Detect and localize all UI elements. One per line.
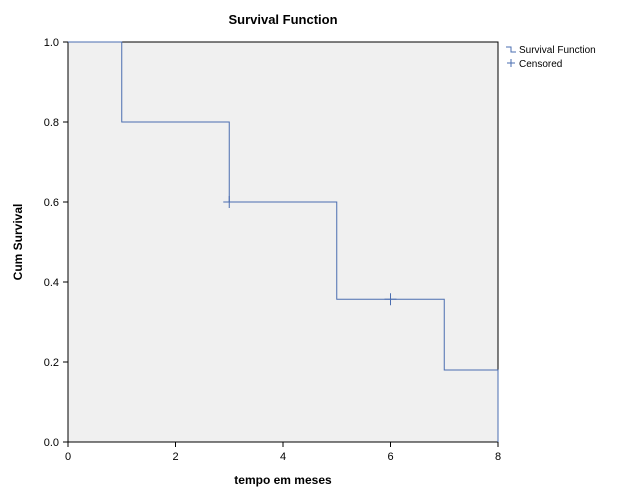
legend: Survival Function Censored [506,45,596,70]
y-tick-label: 0.8 [44,117,59,129]
x-tick-label: 4 [280,451,286,463]
survival-chart: Survival Function 0 2 4 6 8 0.0 0.2 0.4 0.6 0.8 1.0… [0,0,629,504]
x-tick-label: 8 [495,451,501,463]
legend-step-icon [506,47,516,52]
legend-label: Censored [519,59,562,70]
x-tick-label: 0 [65,451,71,463]
chart-title: Survival Function [228,12,337,27]
x-axis-label: tempo em meses [234,473,332,487]
y-axis-label: Cum Survival [11,204,25,281]
y-tick-label: 1.0 [44,37,59,49]
y-tick-label: 0.0 [44,437,59,449]
x-tick-label: 2 [172,451,178,463]
y-tick-label: 0.4 [44,277,59,289]
y-tick-label: 0.2 [44,357,59,369]
x-tick-label: 6 [387,451,393,463]
chart-svg: Survival Function 0 2 4 6 8 0.0 0.2 0.4 0.6 0.8 1.0… [0,0,629,504]
plot-area [68,42,498,442]
legend-label: Survival Function [519,45,596,56]
y-tick-label: 0.6 [44,197,59,209]
